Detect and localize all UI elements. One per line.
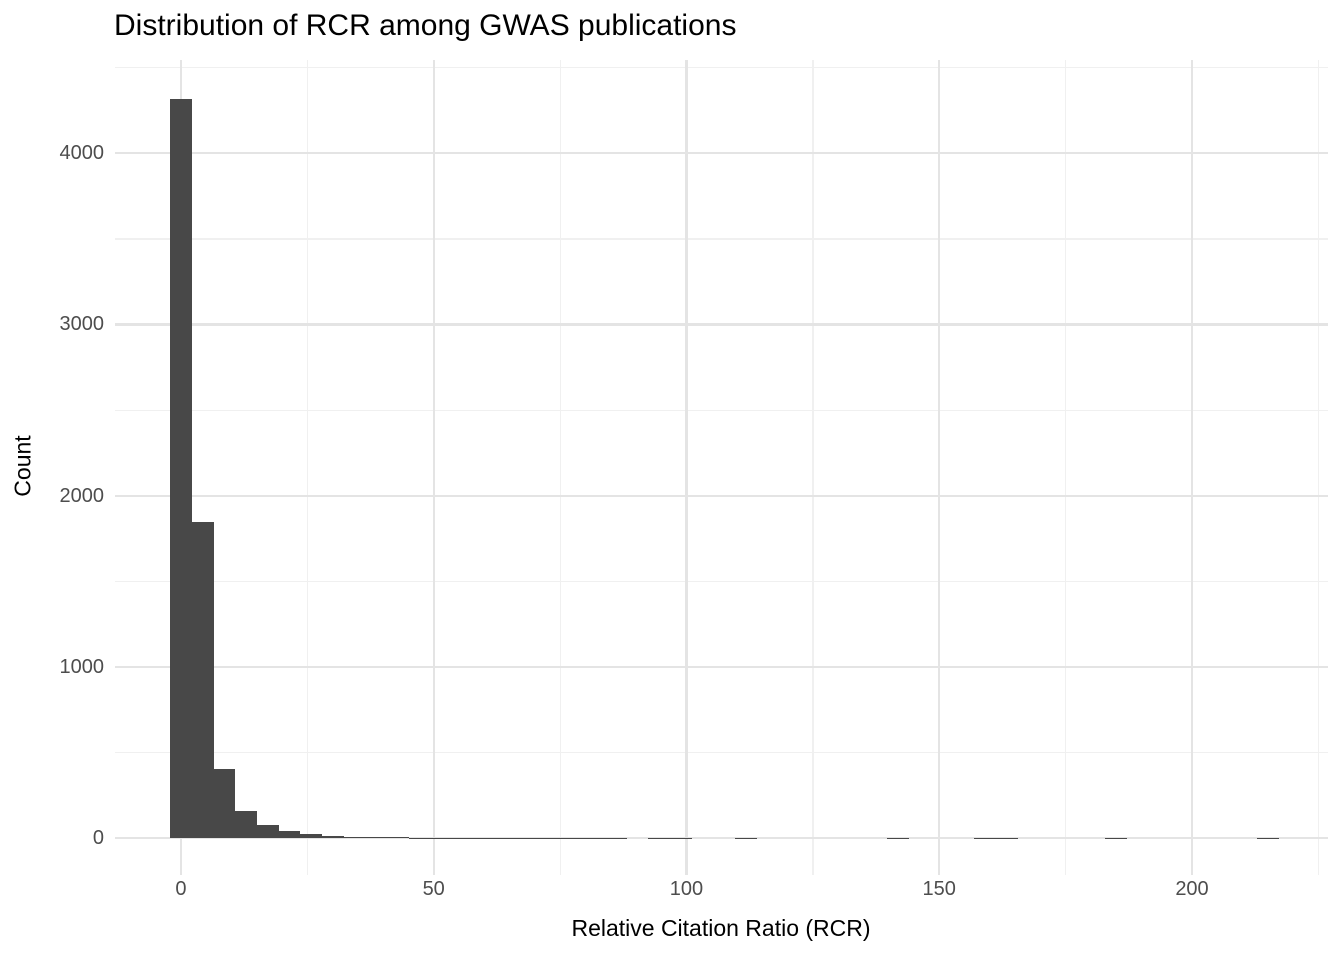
x-tick-label: 150: [922, 878, 956, 900]
x-major-gridline: [685, 60, 688, 876]
x-minor-gridline: [1065, 60, 1067, 876]
y-major-gridline: [114, 665, 1328, 669]
histogram-bar: [343, 836, 366, 839]
x-major-gridline: [1190, 60, 1194, 876]
histogram-bar: [409, 837, 431, 839]
histogram-bar: [256, 825, 279, 839]
x-minor-gridline: [812, 60, 814, 876]
x-tick-label: 200: [1175, 878, 1209, 900]
histogram-bar: [170, 98, 192, 839]
y-tick-label: 4000: [59, 142, 105, 165]
y-tick-label: 0: [92, 827, 104, 850]
y-tick-label: 2000: [59, 484, 105, 507]
histogram-bar: [213, 769, 236, 839]
y-major-gridline: [114, 837, 1328, 840]
histogram-bar: [365, 837, 388, 839]
histogram-bar: [496, 837, 518, 839]
histogram-bar: [235, 810, 257, 839]
plot-panel: [114, 60, 1328, 876]
y-tick-label: 3000: [59, 313, 105, 336]
histogram-bar: [648, 837, 671, 839]
histogram-bar: [278, 830, 301, 839]
x-minor-gridline: [559, 60, 561, 876]
histogram-bar: [387, 837, 410, 839]
y-major-gridline: [114, 323, 1328, 326]
histogram-bar: [300, 833, 323, 839]
x-major-gridline: [432, 60, 435, 876]
y-minor-gridline: [114, 238, 1328, 240]
y-minor-gridline: [114, 409, 1328, 411]
x-axis-title: Relative Citation Ratio (RCR): [571, 915, 871, 941]
y-minor-gridline: [114, 580, 1328, 583]
x-tick-label: 0: [175, 878, 187, 900]
histogram-bar: [322, 835, 344, 839]
histogram-bar: [517, 837, 540, 839]
x-minor-gridline: [1317, 60, 1320, 876]
y-minor-gridline: [114, 752, 1328, 754]
y-major-gridline: [114, 152, 1328, 155]
plot-title: Distribution of RCR among GWAS publicati…: [114, 9, 737, 42]
y-minor-gridline: [114, 67, 1328, 69]
histogram-bar: [452, 837, 475, 839]
x-minor-gridline: [306, 60, 308, 876]
y-tick-label: 1000: [59, 656, 105, 679]
histogram-bar: [474, 837, 497, 839]
x-tick-label: 50: [422, 878, 445, 900]
y-major-gridline: [114, 494, 1328, 497]
x-major-gridline: [938, 60, 941, 876]
histogram-bar: [430, 837, 453, 839]
histogram-bar: [191, 522, 214, 839]
x-tick-label: 100: [669, 878, 704, 900]
